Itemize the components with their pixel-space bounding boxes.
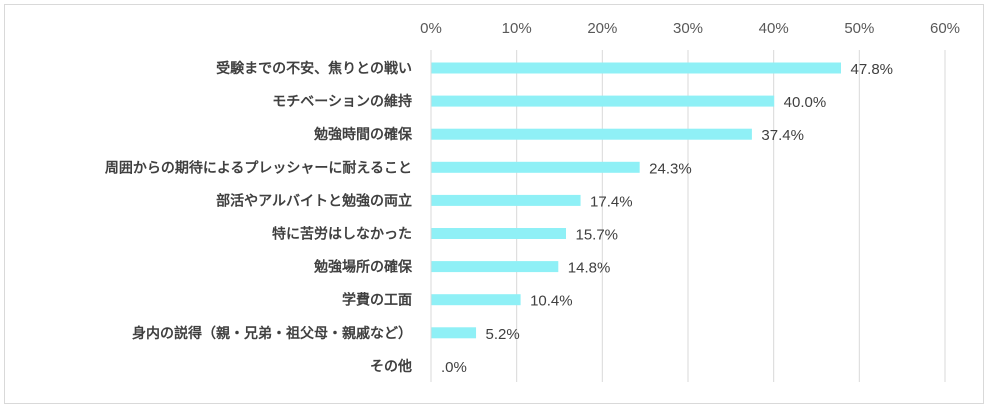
bar[interactable]: [431, 161, 640, 173]
x-tick-label: 50%: [844, 20, 874, 37]
bar[interactable]: [431, 95, 775, 107]
data-label: 37.4%: [761, 127, 804, 144]
category-label: その他: [370, 358, 412, 375]
bar[interactable]: [431, 228, 566, 239]
x-tick-label: 10%: [502, 20, 532, 37]
data-label: 47.8%: [850, 61, 893, 78]
data-label: 40.0%: [784, 94, 827, 111]
category-label: 受験までの不安、焦りとの戦い: [216, 60, 412, 77]
x-tick-label: 60%: [930, 20, 960, 37]
bar[interactable]: [431, 128, 752, 140]
data-label: 5.2%: [486, 326, 520, 343]
x-tick-label: 30%: [673, 20, 703, 37]
data-label: 15.7%: [575, 227, 618, 244]
data-label: 10.4%: [530, 293, 573, 310]
bar[interactable]: [431, 327, 477, 339]
category-label: 学費の工面: [342, 292, 412, 309]
x-tick-label: 40%: [759, 20, 789, 37]
category-label: 周囲からの期待によるプレッシャーに耐えること: [105, 159, 412, 176]
bar[interactable]: [431, 294, 521, 306]
bar[interactable]: [431, 194, 581, 206]
x-tick-label: 20%: [587, 20, 617, 37]
data-label: 14.8%: [568, 260, 611, 277]
category-label: 勉強時間の確保: [313, 126, 413, 143]
category-label: モチベーションの維持: [272, 93, 412, 110]
category-label: 勉強場所の確保: [313, 259, 413, 276]
data-label: 24.3%: [649, 160, 692, 177]
x-tick-label: 0%: [420, 20, 442, 37]
category-label: 身内の説得（親・兄弟・祖父母・親戚など）: [132, 325, 412, 342]
bar[interactable]: [431, 62, 841, 74]
data-label: .0%: [441, 359, 467, 376]
bar[interactable]: [431, 261, 559, 273]
category-label: 部活やアルバイトと勉強の両立: [216, 192, 412, 209]
category-label: 特に苦労はしなかった: [272, 226, 412, 243]
data-label: 17.4%: [590, 193, 633, 210]
